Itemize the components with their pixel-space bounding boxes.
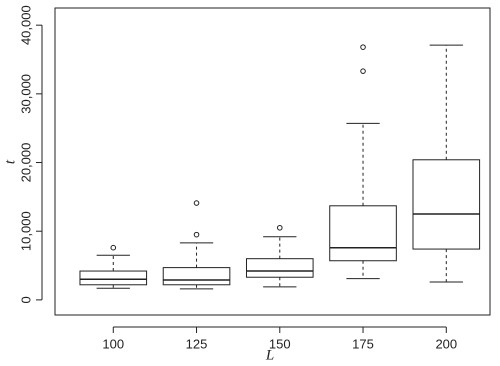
y-tick-label: 30,000: [18, 74, 33, 114]
y-tick-label: 10,000: [18, 211, 33, 251]
x-tick-label: 100: [102, 336, 124, 351]
box: [329, 205, 397, 262]
y-tick-label: 0: [18, 296, 33, 303]
plot-frame: [54, 7, 491, 316]
y-tick-label: 20,000: [18, 143, 33, 183]
y-axis-label: t: [2, 159, 18, 164]
box: [79, 270, 148, 286]
y-tick-label: 40,000: [18, 5, 33, 45]
outlier: [276, 224, 283, 231]
box: [162, 267, 231, 286]
x-tick-label: 125: [186, 336, 208, 351]
x-axis-label: L: [265, 347, 274, 363]
outlier: [360, 44, 366, 50]
box: [412, 159, 481, 250]
x-tick-label: 150: [269, 336, 291, 351]
x-tick-label: 175: [352, 336, 374, 351]
outlier: [193, 200, 200, 206]
x-tick-label: 200: [435, 336, 457, 351]
outlier: [193, 231, 200, 238]
outlier: [360, 68, 366, 74]
box: [245, 258, 314, 278]
outlier: [110, 244, 117, 251]
